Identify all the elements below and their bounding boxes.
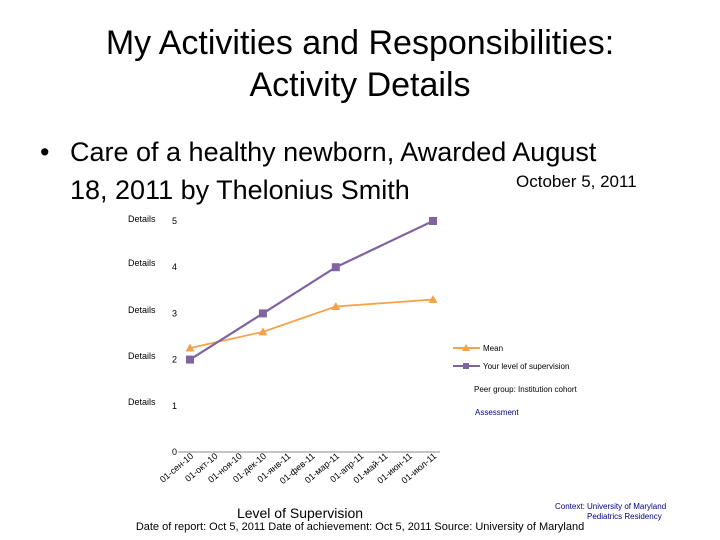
series-line-supervision bbox=[189, 220, 434, 361]
legend-marker bbox=[463, 363, 469, 369]
context-note: Context: University of Maryland Pediatri… bbox=[555, 502, 666, 522]
supervision-point bbox=[186, 355, 194, 364]
peer-group-label: Peer group: Institution cohort bbox=[474, 385, 578, 394]
activity-line-2: 18, 2011 by Thelonius Smith bbox=[70, 175, 410, 205]
legend-label-mean: Mean bbox=[483, 344, 503, 353]
y-tick-label: 0 bbox=[172, 447, 177, 457]
activity-description: Care of a healthy newborn, Awarded Augus… bbox=[70, 133, 680, 209]
y-tick-label: 5 bbox=[172, 216, 177, 226]
row-label-3[interactable]: Details bbox=[128, 305, 156, 315]
mean-point bbox=[258, 327, 268, 336]
activity-line-1: Care of a healthy newborn, Awarded Augus… bbox=[70, 137, 597, 167]
y-tick-label: 2 bbox=[172, 355, 177, 365]
row-label-1[interactable]: Details bbox=[128, 397, 156, 407]
title-line-1: My Activities and Responsibilities: bbox=[105, 24, 615, 62]
y-tick-label: 3 bbox=[172, 308, 177, 318]
title-line-2: Activity Details bbox=[249, 66, 471, 104]
row-label-2[interactable]: Details bbox=[128, 351, 156, 361]
mean-point bbox=[331, 301, 341, 310]
x-axis-title: Level of Supervision bbox=[237, 505, 363, 521]
y-tick-label: 4 bbox=[172, 262, 177, 272]
bullet-icon: • bbox=[40, 137, 50, 167]
supervision-point bbox=[429, 217, 437, 225]
legend-marker bbox=[462, 344, 470, 351]
context-line-2: Pediatrics Residency bbox=[587, 512, 662, 521]
mean-point bbox=[185, 343, 195, 352]
report-footer: Date of report: Oct 5, 2011 Date of achi… bbox=[135, 521, 585, 533]
mean-point bbox=[428, 295, 438, 304]
supervision-point bbox=[258, 309, 267, 318]
supervision-point bbox=[331, 263, 340, 272]
y-tick-label: 1 bbox=[172, 401, 177, 411]
context-line-1: Context: University of Maryland bbox=[555, 502, 667, 511]
row-label-4[interactable]: Details bbox=[128, 258, 156, 268]
report-date: October 5, 2011 bbox=[516, 172, 637, 191]
slide-title: My Activities and Responsibilities: Acti… bbox=[40, 22, 680, 106]
row-label-5[interactable]: Details bbox=[128, 214, 156, 224]
assessment-label: Assessment bbox=[475, 408, 519, 417]
legend-label-supervision: Your level of supervision bbox=[483, 362, 569, 371]
series-line-mean bbox=[189, 298, 434, 349]
